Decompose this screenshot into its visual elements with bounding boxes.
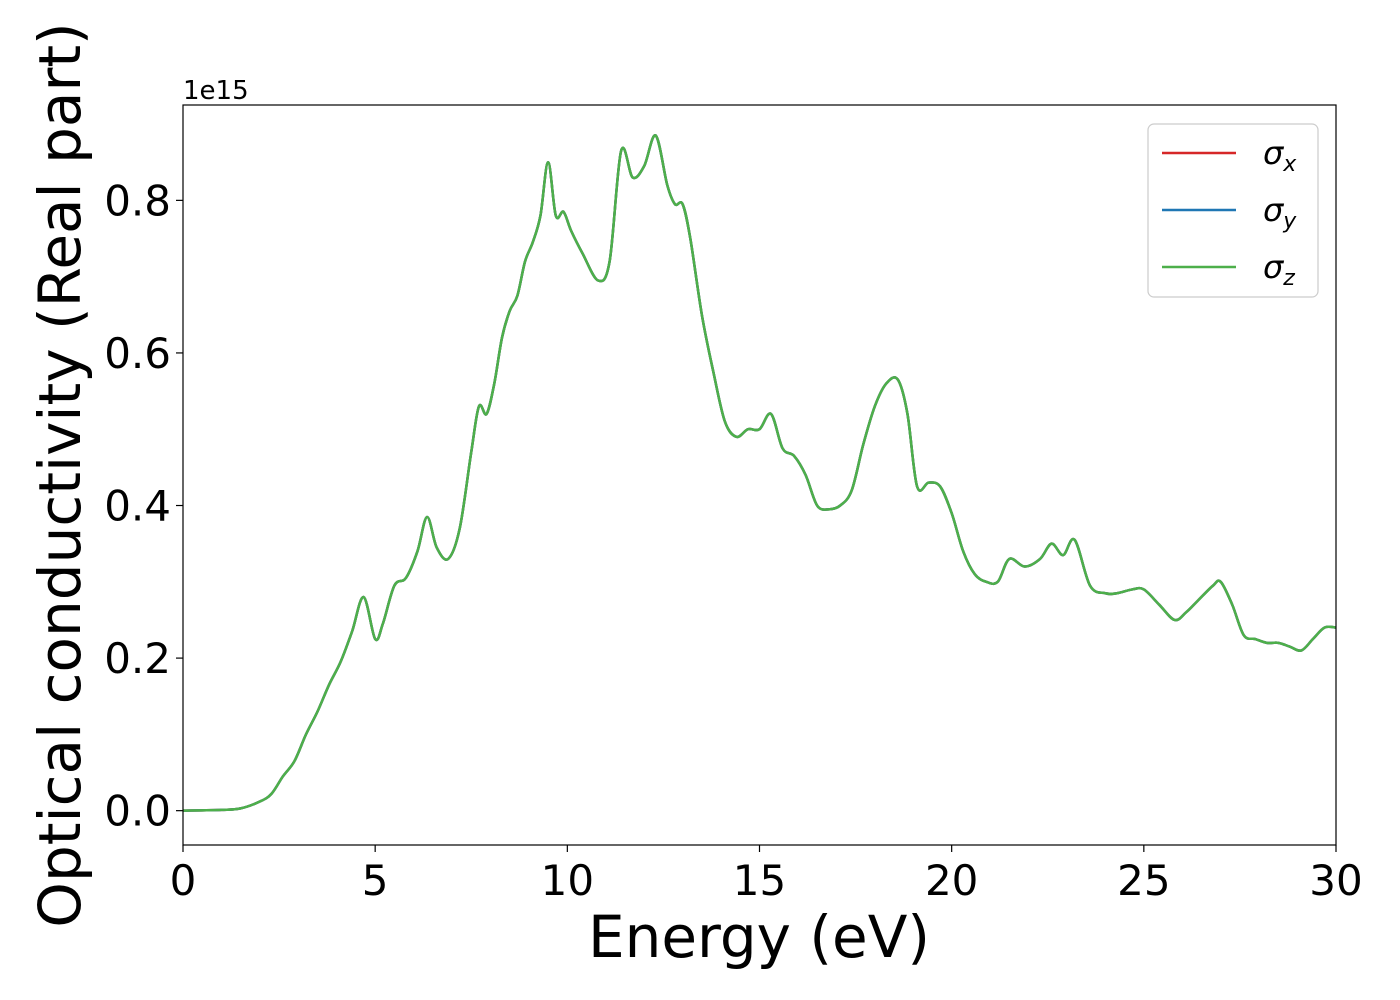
x-tick-label: 25 bbox=[1117, 856, 1170, 905]
legend-subscript: y bbox=[1282, 209, 1297, 234]
series-line-z bbox=[182, 134, 1337, 812]
x-tick-label: 10 bbox=[541, 856, 594, 905]
y-axis-ticks: 0.0 0.2 0.4 0.6 0.8 bbox=[104, 176, 183, 836]
y-axis-label: Optical conductivity (Real part) bbox=[26, 22, 94, 927]
x-tick-label: 30 bbox=[1309, 856, 1362, 905]
y-tick-label: 0.8 bbox=[104, 176, 171, 225]
x-axis-ticks: 0 5 10 15 20 25 30 bbox=[170, 845, 1363, 905]
y-tick-label: 0.0 bbox=[104, 787, 171, 836]
x-tick-label: 20 bbox=[925, 856, 978, 905]
legend-subscript: x bbox=[1282, 152, 1297, 177]
y-offset-text: 1e15 bbox=[183, 76, 249, 106]
plot-area bbox=[182, 104, 1337, 846]
legend-subscript: z bbox=[1282, 266, 1295, 291]
x-tick-label: 0 bbox=[170, 856, 197, 905]
legend-label-y: σy bbox=[1263, 191, 1297, 234]
x-tick-label: 5 bbox=[362, 856, 389, 905]
y-tick-label: 0.6 bbox=[104, 329, 171, 378]
x-axis-label: Energy (eV) bbox=[588, 903, 930, 971]
y-tick-label: 0.4 bbox=[104, 482, 171, 531]
series-layer bbox=[182, 134, 1337, 812]
legend-label-x: σx bbox=[1263, 134, 1297, 177]
y-tick-label: 0.2 bbox=[104, 634, 171, 683]
x-tick-label: 15 bbox=[733, 856, 786, 905]
